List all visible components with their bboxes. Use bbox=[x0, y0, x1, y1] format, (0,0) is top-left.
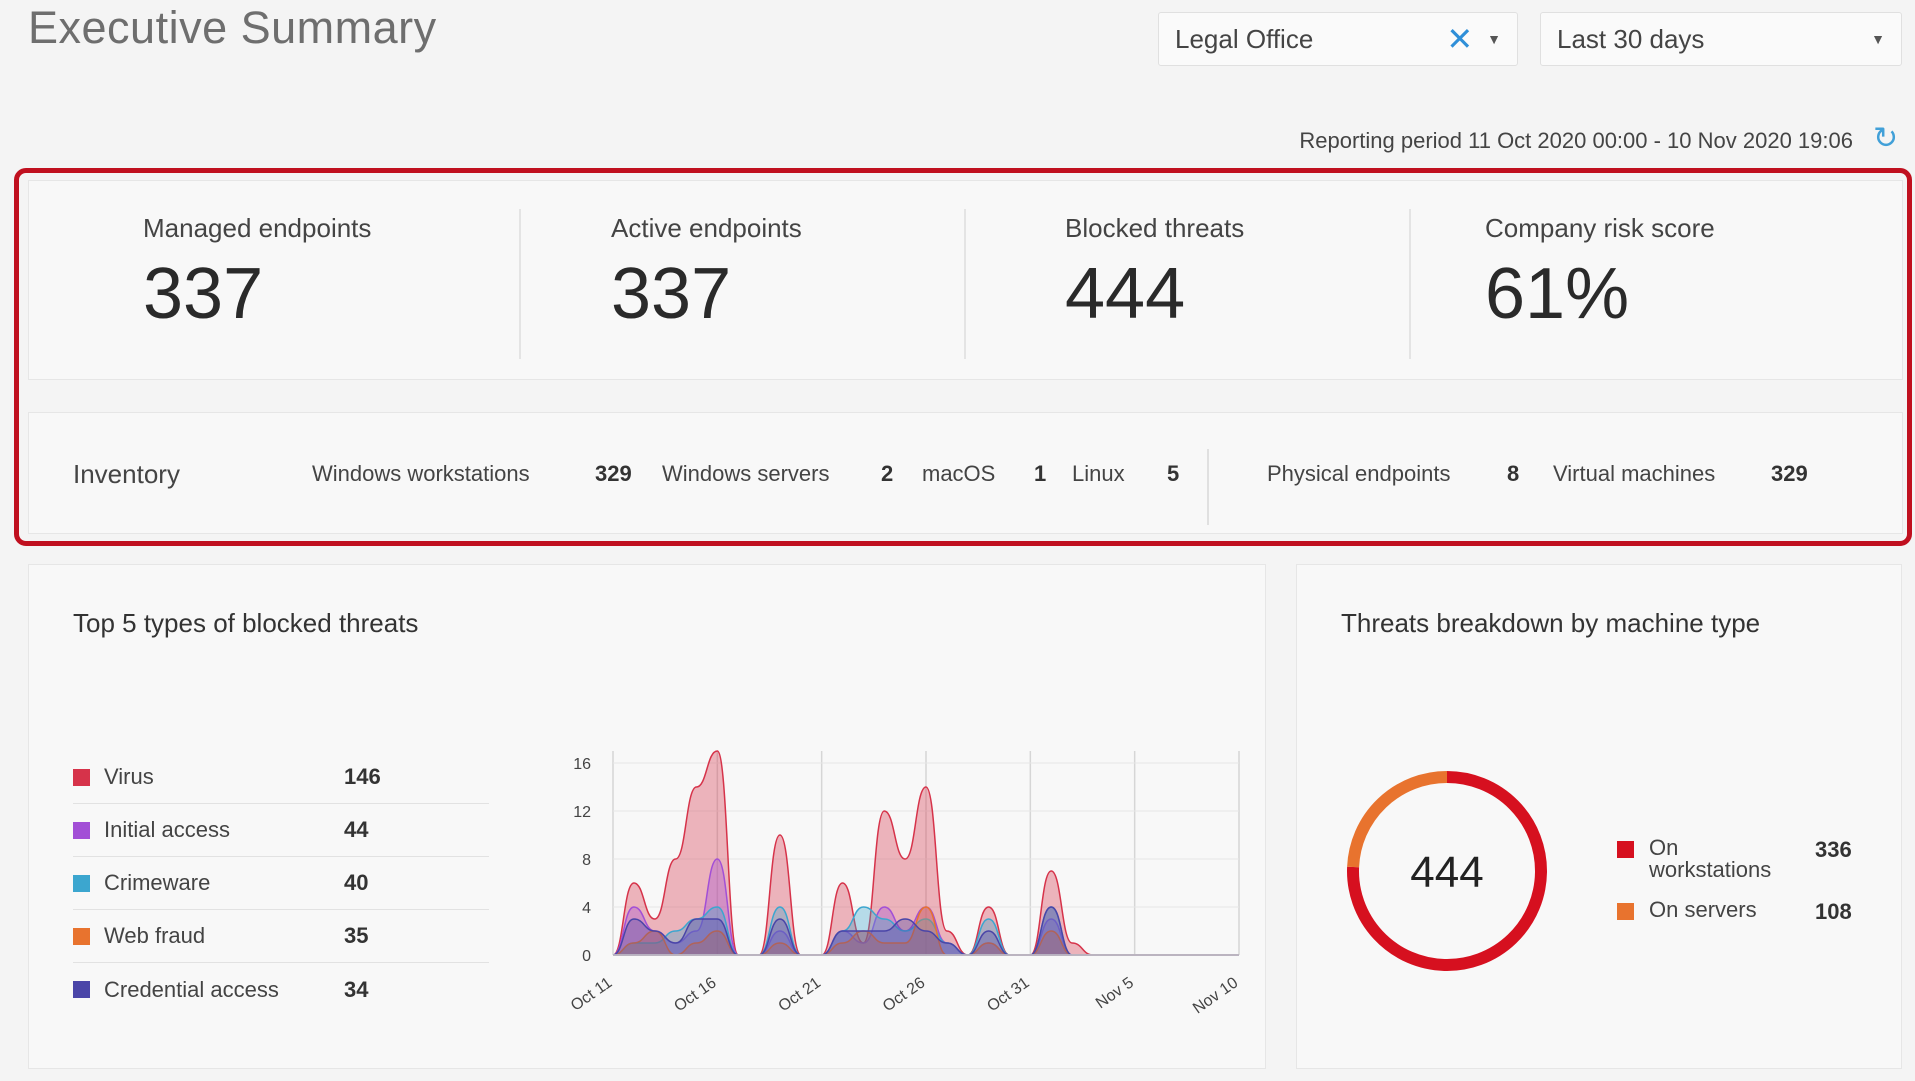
blocked-threats-area-chart: 0 4 8 12 16 Oct 11 Oct 16 Oct 21 Oct 26 Oct 31 Nov… bbox=[568, 750, 1241, 1017]
legend-label: On servers bbox=[1649, 897, 1757, 922]
inventory-item-value: 329 bbox=[595, 461, 632, 486]
inventory-item-label: Windows servers bbox=[662, 461, 830, 486]
kpi-divider bbox=[1409, 209, 1411, 359]
inventory-item-value: 2 bbox=[881, 461, 894, 486]
legend-label: Credential access bbox=[104, 976, 279, 1002]
donut-slice bbox=[1347, 771, 1547, 971]
donut-total: 444 bbox=[1410, 848, 1483, 897]
legend-value: 34 bbox=[344, 976, 369, 1002]
y-tick-label: 16 bbox=[573, 756, 591, 773]
inventory-item-value: 5 bbox=[1167, 461, 1180, 486]
chevron-down-icon[interactable]: ▼ bbox=[1487, 31, 1501, 47]
legend-label: Virus bbox=[104, 764, 154, 789]
legend-item-initial-access[interactable]: Initial access 44 bbox=[73, 804, 489, 857]
y-tick-label: 0 bbox=[582, 948, 591, 965]
kpi-value: 337 bbox=[143, 254, 264, 334]
inventory-item-label: Windows workstations bbox=[312, 461, 530, 486]
inventory-item-value: 8 bbox=[1507, 461, 1520, 486]
legend-value: 35 bbox=[344, 923, 369, 948]
legend-value: 44 bbox=[344, 817, 369, 842]
inventory-item-label: Physical endpoints bbox=[1267, 461, 1451, 486]
chevron-down-icon[interactable]: ▼ bbox=[1871, 31, 1885, 47]
kpi-label: Active endpoints bbox=[611, 213, 802, 243]
x-tick-label: Oct 16 bbox=[671, 974, 719, 1015]
highlight-frame bbox=[14, 168, 1912, 546]
legend-label: Crimeware bbox=[104, 870, 211, 895]
kpi-value: 61% bbox=[1485, 254, 1630, 334]
period-filter-value: Last 30 days bbox=[1557, 23, 1705, 54]
legend-item-web-fraud[interactable]: Web fraud 35 bbox=[73, 910, 489, 963]
legend-swatch bbox=[73, 821, 90, 839]
kpi-label: Company risk score bbox=[1485, 213, 1715, 243]
kpi-divider bbox=[964, 209, 966, 359]
inventory-divider bbox=[1207, 449, 1209, 525]
legend-swatch bbox=[73, 927, 90, 945]
legend-item-crimeware[interactable]: Crimeware 40 bbox=[73, 857, 489, 910]
legend-item-credential-access[interactable]: Credential access 34 bbox=[73, 963, 489, 1016]
refresh-icon[interactable]: ↻ bbox=[1873, 122, 1899, 155]
y-tick-label: 4 bbox=[582, 900, 591, 917]
x-tick-label: Oct 26 bbox=[880, 974, 928, 1015]
clear-icon[interactable]: ✕ bbox=[1446, 21, 1474, 57]
donut-slice bbox=[1347, 771, 1448, 868]
inventory-card: Inventory Windows workstations 329 Windo… bbox=[28, 412, 1903, 534]
legend-swatch bbox=[73, 981, 90, 998]
kpi-label: Blocked threats bbox=[1065, 213, 1245, 243]
inventory-item-label: macOS bbox=[922, 461, 996, 486]
kpi-divider bbox=[519, 209, 521, 359]
kpi-card: Managed endpoints 337 Active endpoints 3… bbox=[28, 180, 1903, 380]
legend-swatch bbox=[73, 874, 90, 892]
x-tick-label: Oct 31 bbox=[984, 974, 1032, 1015]
x-tick-label: Nov 5 bbox=[1093, 974, 1137, 1012]
reporting-period: Reporting period 11 Oct 2020 00:00 - 10 … bbox=[1299, 128, 1853, 153]
page-title: Executive Summary bbox=[28, 2, 437, 53]
legend-item-virus[interactable]: Virus 146 bbox=[73, 751, 489, 804]
site-filter-value: Legal Office bbox=[1175, 23, 1314, 54]
legend-swatch bbox=[73, 768, 90, 786]
panel-title: Top 5 types of blocked threats bbox=[73, 608, 419, 638]
legend-value: 146 bbox=[344, 764, 381, 789]
period-filter-select[interactable]: Last 30 days ▼ bbox=[1540, 12, 1902, 66]
x-tick-label: Oct 11 bbox=[568, 974, 615, 1014]
legend-value: 336 bbox=[1815, 837, 1852, 862]
kpi-value: 444 bbox=[1065, 254, 1186, 334]
legend-label: Web fraud bbox=[104, 923, 206, 948]
inventory-item-value: 1 bbox=[1034, 461, 1047, 486]
kpi-value: 337 bbox=[611, 254, 732, 334]
machine-type-donut-chart: 444 bbox=[1347, 771, 1547, 971]
panel-title: Threats breakdown by machine type bbox=[1341, 608, 1761, 638]
threats-breakdown-panel: Threats breakdown by machine type 444 On… bbox=[1296, 564, 1902, 1069]
legend-swatch bbox=[1617, 841, 1634, 858]
site-filter-select[interactable]: Legal Office ✕ ▼ bbox=[1158, 12, 1518, 66]
legend-label: Initial access bbox=[104, 817, 230, 842]
legend-value: 40 bbox=[344, 870, 369, 895]
kpi-label: Managed endpoints bbox=[143, 213, 372, 243]
inventory-item-label: Linux bbox=[1072, 461, 1125, 486]
x-tick-label: Nov 10 bbox=[1190, 974, 1241, 1017]
x-tick-label: Oct 21 bbox=[776, 974, 824, 1015]
legend-value: 108 bbox=[1815, 899, 1852, 924]
y-tick-label: 12 bbox=[573, 804, 591, 821]
inventory-item-label: Virtual machines bbox=[1553, 461, 1716, 486]
inventory-item-value: 329 bbox=[1771, 461, 1808, 486]
legend-label: On workstations bbox=[1649, 835, 1772, 882]
y-tick-label: 8 bbox=[582, 852, 591, 869]
legend-swatch bbox=[1617, 903, 1634, 920]
inventory-title: Inventory bbox=[73, 459, 180, 489]
blocked-threats-panel: Top 5 types of blocked threats Virus 146… bbox=[28, 564, 1266, 1069]
